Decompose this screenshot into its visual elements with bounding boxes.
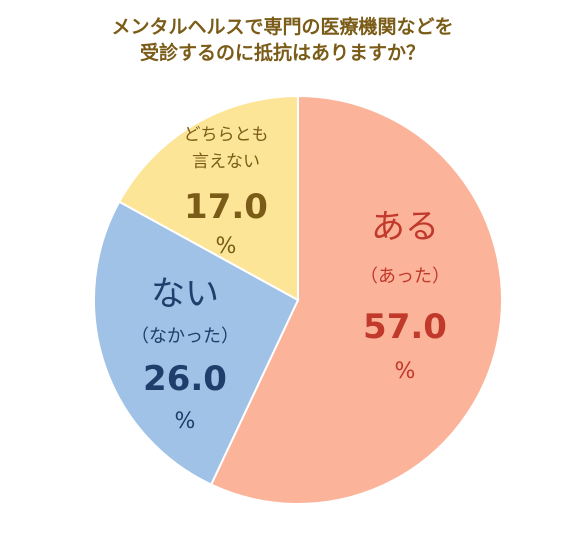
slice-label-nai: ない （なかった） 26.0 % xyxy=(131,274,239,434)
slice-value-dochira: 17.0 xyxy=(184,187,268,227)
slice-value-aru: 57.0 xyxy=(363,307,447,347)
slice-unit-aru: % xyxy=(395,359,416,384)
slice-label-aru: ある （あった） 57.0 % xyxy=(360,207,450,384)
slice-unit-dochira: % xyxy=(216,234,237,259)
slice-label-dochira: どちらとも 言えない 17.0 % xyxy=(184,125,269,259)
chart-title: メンタルヘルスで専門の医療機関などを 受診するのに抵抗はありますか？ xyxy=(0,14,565,66)
slice-label-aru-main: ある xyxy=(371,207,439,247)
slice-label-nai-main: ない xyxy=(151,274,219,314)
slice-value-nai: 26.0 xyxy=(143,359,227,399)
chart-title-line-2: 受診するのに抵抗はありますか？ xyxy=(139,42,425,64)
pie-slices xyxy=(93,94,503,505)
slice-label-dochira-line-1: どちらとも xyxy=(184,125,269,145)
slice-aru xyxy=(209,94,503,505)
slice-dochira xyxy=(117,94,299,302)
chart-title-line-1: メンタルヘルスで専門の医療機関などを xyxy=(111,16,454,38)
slice-label-dochira-line-2: 言えない xyxy=(192,152,260,172)
slice-label-nai-sub: （なかった） xyxy=(131,326,239,347)
slice-label-aru-sub: （あった） xyxy=(360,266,450,287)
slice-unit-nai: % xyxy=(175,409,196,434)
